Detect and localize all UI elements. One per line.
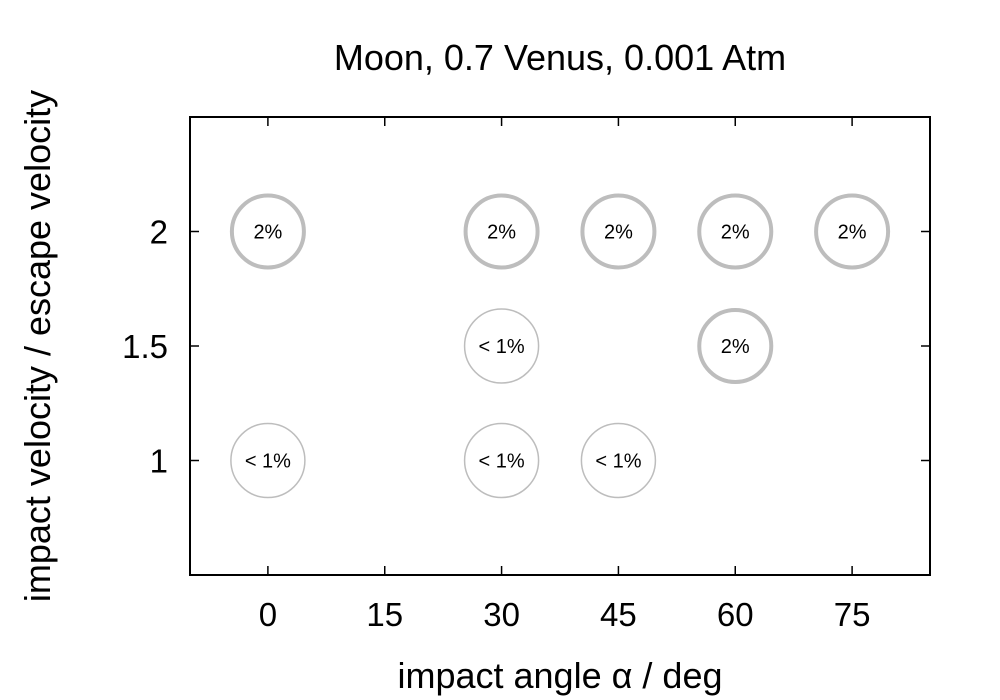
data-point-marker bbox=[463, 308, 540, 384]
ticks: 0 15 30 45 60 75 1 1.5 2 bbox=[122, 117, 930, 633]
data-point-label: 2% bbox=[253, 222, 282, 244]
x-tick-label: 30 bbox=[483, 596, 520, 633]
data-point: < 1% bbox=[463, 422, 540, 499]
data-point-marker bbox=[463, 193, 540, 270]
data-point: 2% bbox=[697, 308, 774, 384]
data-point-label: < 1% bbox=[479, 451, 525, 473]
data-point-marker bbox=[229, 193, 306, 270]
data-point-marker bbox=[463, 422, 540, 499]
data-point-label: < 1% bbox=[245, 451, 291, 473]
x-tick-label: 15 bbox=[366, 596, 403, 633]
data-point: < 1% bbox=[230, 422, 306, 499]
x-tick-label: 60 bbox=[717, 596, 754, 633]
data-point: 2% bbox=[814, 193, 891, 270]
data-point-label: 2% bbox=[721, 336, 750, 358]
data-point: < 1% bbox=[463, 308, 540, 384]
data-point-label: 2% bbox=[604, 222, 633, 244]
x-tick-label: 75 bbox=[834, 596, 871, 633]
data-point-marker bbox=[580, 422, 657, 499]
data-point-label: < 1% bbox=[595, 451, 641, 473]
data-point-marker bbox=[580, 193, 657, 270]
y-tick-label: 1 bbox=[150, 443, 168, 480]
data-point-label: 2% bbox=[721, 222, 750, 244]
data-point: 2% bbox=[229, 193, 306, 270]
data-point-marker bbox=[697, 308, 774, 384]
data-point-marker bbox=[814, 193, 891, 270]
data-point: 2% bbox=[463, 193, 540, 270]
data-point: 2% bbox=[697, 193, 774, 270]
data-point: < 1% bbox=[580, 422, 657, 499]
data-point-label: 2% bbox=[838, 222, 867, 244]
y-axis-label: impact velocity / escape velocity bbox=[17, 90, 58, 602]
y-tick-label: 1.5 bbox=[122, 328, 168, 365]
chart-title: Moon, 0.7 Venus, 0.001 Atm bbox=[334, 37, 786, 78]
plot-frame bbox=[189, 116, 931, 576]
x-axis-label: impact angle α / deg bbox=[397, 655, 722, 696]
data-point-label: 2% bbox=[487, 222, 516, 244]
data-point-label: < 1% bbox=[479, 336, 525, 358]
data-points: 2% 2% 2% 2% 2% < 1% 2% < 1% < 1% < 1% bbox=[229, 193, 891, 499]
x-tick-label: 0 bbox=[259, 596, 277, 633]
data-point: 2% bbox=[580, 193, 657, 270]
y-tick-label: 2 bbox=[150, 214, 168, 251]
x-tick-label: 45 bbox=[600, 596, 637, 633]
data-point-marker bbox=[697, 193, 774, 270]
data-point-marker bbox=[230, 422, 306, 499]
